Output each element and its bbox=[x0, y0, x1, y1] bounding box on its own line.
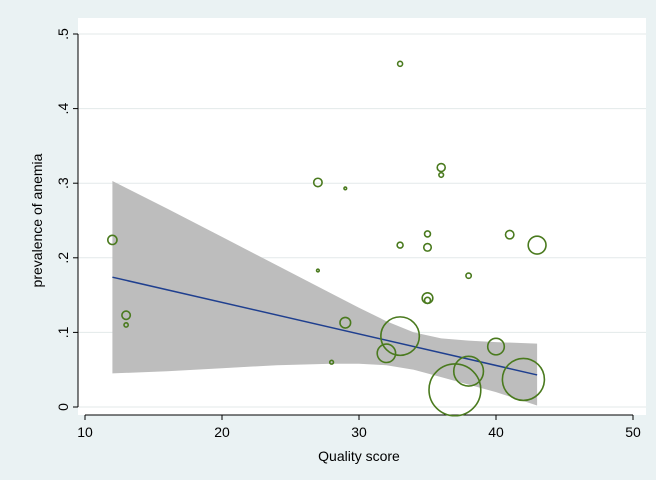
data-point bbox=[465, 272, 473, 280]
data-point bbox=[486, 337, 506, 356]
data-point bbox=[438, 171, 445, 179]
data-point bbox=[422, 242, 433, 252]
x-tick-label: 20 bbox=[214, 424, 230, 440]
data-point bbox=[436, 162, 446, 173]
data-point bbox=[423, 296, 432, 305]
fit-line-group bbox=[112, 276, 538, 376]
data-point bbox=[339, 316, 352, 329]
data-point bbox=[380, 316, 421, 357]
data-point bbox=[504, 229, 515, 240]
data-point bbox=[315, 268, 321, 273]
x-tick-label: 10 bbox=[77, 424, 93, 440]
axes: 0 .1 .2 .3 .4 .5 10 20 30 40 50 bbox=[55, 28, 641, 440]
x-axis-label: Quality score bbox=[318, 448, 400, 464]
x-tick-label: 50 bbox=[625, 424, 641, 440]
data-point bbox=[501, 357, 546, 402]
data-point bbox=[376, 343, 397, 364]
y-tick-label: .1 bbox=[55, 326, 71, 338]
y-axis-label: prevalence of anemia bbox=[29, 153, 45, 287]
data-point bbox=[312, 177, 323, 188]
y-tick-label: .2 bbox=[55, 252, 71, 264]
data-point bbox=[121, 310, 132, 321]
data-point bbox=[452, 355, 485, 387]
data-point bbox=[423, 230, 432, 238]
y-tick-label: .3 bbox=[55, 177, 71, 189]
data-point bbox=[328, 359, 335, 365]
data-points bbox=[106, 60, 547, 417]
data-point bbox=[396, 241, 404, 249]
y-tick-label: 0 bbox=[55, 403, 71, 411]
y-tick-label: .5 bbox=[55, 28, 71, 40]
confidence-band bbox=[112, 180, 538, 406]
data-point bbox=[396, 60, 404, 68]
x-tick-label: 40 bbox=[488, 424, 504, 440]
data-point bbox=[527, 235, 547, 255]
fit-line bbox=[112, 276, 538, 376]
data-point bbox=[343, 186, 348, 191]
x-tick-label: 30 bbox=[351, 424, 367, 440]
data-point bbox=[106, 234, 118, 246]
data-point bbox=[123, 322, 129, 328]
y-tick-label: .4 bbox=[55, 103, 71, 115]
